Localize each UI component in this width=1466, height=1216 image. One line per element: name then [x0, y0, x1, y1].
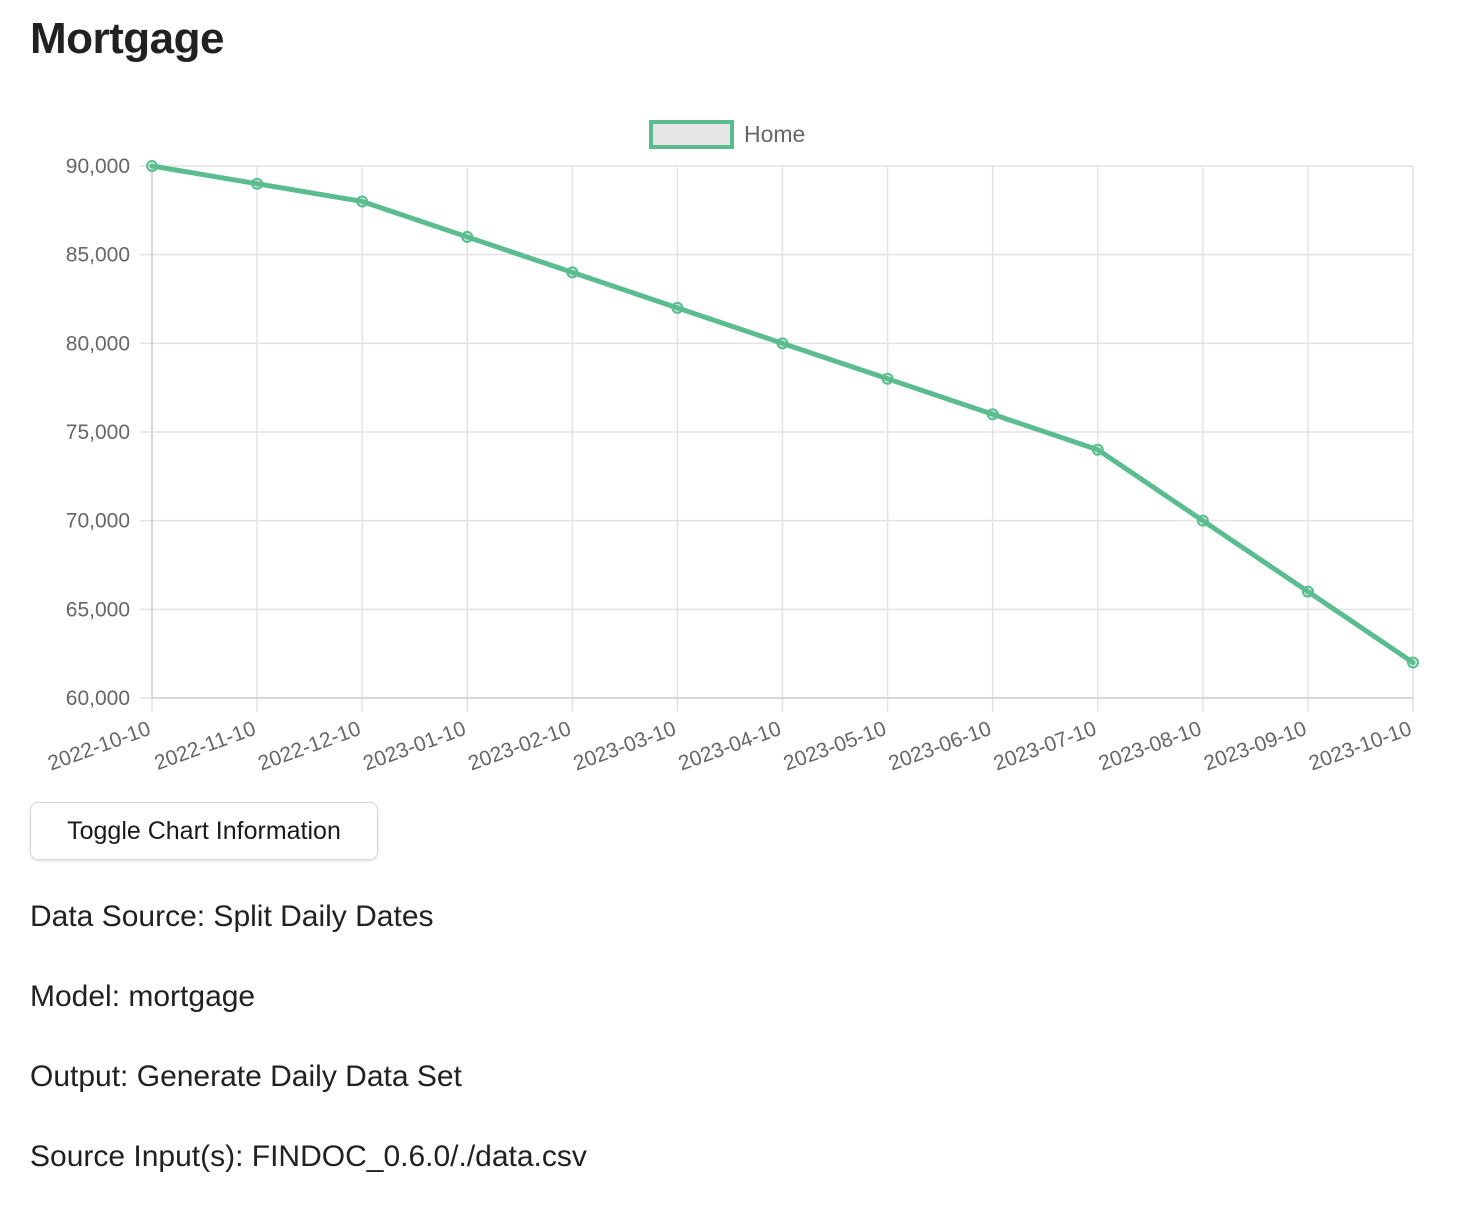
- y-tick-label: 80,000: [66, 332, 130, 355]
- page-title: Mortgage: [30, 14, 225, 63]
- x-tick-label: 2022-12-10: [255, 717, 364, 775]
- series-line-home: [149, 163, 1416, 666]
- data-point: [566, 266, 579, 279]
- data-point: [1301, 585, 1314, 598]
- y-tick-label: 60,000: [66, 687, 130, 710]
- data-point: [356, 195, 369, 208]
- legend-label: Home: [744, 121, 805, 147]
- y-tick-label: 65,000: [66, 598, 130, 621]
- x-tick-label: 2023-04-10: [675, 717, 784, 775]
- data-point: [671, 301, 684, 314]
- data-point: [1091, 443, 1104, 456]
- x-tick-label: 2023-02-10: [465, 717, 574, 775]
- x-tick-label: 2023-07-10: [991, 717, 1100, 775]
- x-tick-label: 2023-06-10: [886, 717, 995, 775]
- x-tick-label: 2023-10-10: [1306, 717, 1415, 775]
- data-point: [1196, 514, 1209, 527]
- source-inputs-text: Source Input(s): FINDOC_0.6.0/./data.csv: [30, 1140, 587, 1173]
- y-tick-label: 75,000: [66, 421, 130, 444]
- line-chart: 60,000 65,000 70,000 75,000 80,000 85,000 90,0…: [45, 120, 1419, 775]
- data-point: [461, 230, 474, 243]
- x-tick-label: 2023-03-10: [570, 717, 679, 775]
- data-source-text: Data Source: Split Daily Dates: [30, 900, 434, 933]
- y-tick-label: 85,000: [66, 244, 130, 267]
- data-point: [986, 408, 999, 421]
- x-tick-label: 2022-11-10: [151, 717, 258, 775]
- data-point: [251, 177, 264, 190]
- x-tick-label: 2023-05-10: [780, 717, 889, 775]
- x-tick-label: 2022-10-10: [45, 717, 154, 775]
- data-point: [881, 372, 894, 385]
- output-text: Output: Generate Daily Data Set: [30, 1060, 462, 1093]
- toggle-chart-information-button[interactable]: Toggle Chart Information: [30, 802, 378, 860]
- x-tick-label: 2023-01-10: [360, 717, 469, 775]
- x-tick-label: 2023-09-10: [1201, 717, 1310, 775]
- data-point: [1407, 656, 1419, 669]
- data-point: [146, 160, 158, 172]
- legend-swatch: [649, 120, 734, 149]
- x-tick-label: 2023-08-10: [1096, 717, 1205, 775]
- y-tick-label: 70,000: [66, 510, 130, 533]
- model-text: Model: mortgage: [30, 980, 256, 1013]
- data-point: [776, 337, 789, 350]
- y-tick-label: 90,000: [66, 155, 130, 178]
